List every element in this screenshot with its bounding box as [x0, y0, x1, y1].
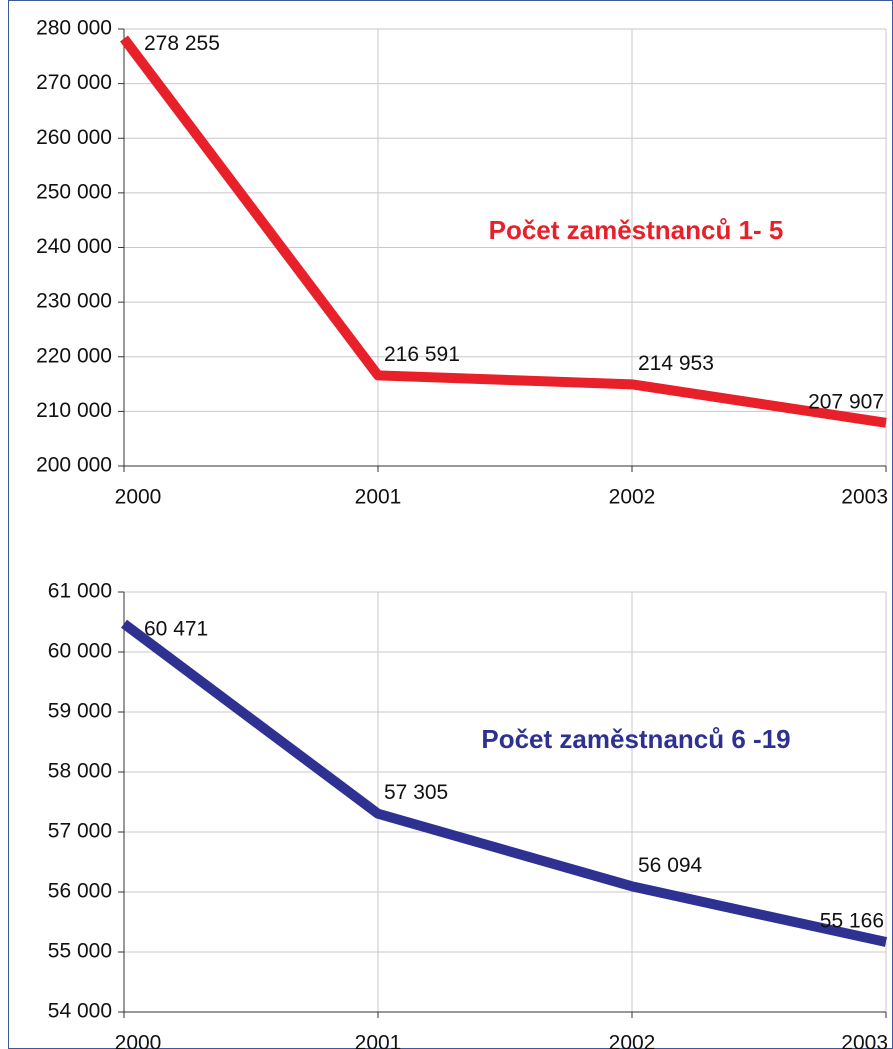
y-tick-label: 230 000 [36, 290, 112, 313]
y-tick-label: 57 000 [48, 820, 112, 843]
x-tick-label: 2003 [841, 1032, 888, 1049]
y-tick-label: 220 000 [36, 344, 112, 367]
y-tick-label: 210 000 [36, 399, 112, 422]
data-label: 216 591 [384, 343, 460, 366]
y-tick-label: 59 000 [48, 700, 112, 723]
x-tick-label: 2000 [115, 486, 162, 509]
y-tick-label: 280 000 [36, 17, 112, 40]
x-tick-label: 2003 [841, 486, 888, 509]
x-tick-label: 2001 [355, 1032, 402, 1049]
x-tick-label: 2001 [355, 486, 402, 509]
data-label: 207 907 [808, 390, 884, 413]
y-tick-label: 270 000 [36, 71, 112, 94]
data-label: 60 471 [144, 617, 208, 640]
y-tick-label: 200 000 [36, 454, 112, 477]
y-tick-label: 240 000 [36, 235, 112, 258]
y-tick-label: 54 000 [48, 1000, 112, 1023]
data-label: 214 953 [638, 352, 714, 375]
y-tick-label: 260 000 [36, 126, 112, 149]
data-label: 278 255 [144, 32, 220, 55]
y-tick-label: 61 000 [48, 580, 112, 603]
data-line [120, 35, 887, 428]
x-tick-label: 2002 [609, 1032, 656, 1049]
data-label: 55 166 [820, 910, 884, 933]
y-tick-label: 55 000 [48, 940, 112, 963]
data-label: 56 094 [638, 854, 703, 877]
frame [8, 0, 893, 1049]
annotation: Počet zaměstnanců 1- 5 [489, 215, 784, 245]
data-line [121, 619, 888, 947]
data-label: 57 305 [384, 781, 448, 804]
y-tick-label: 58 000 [48, 760, 112, 783]
y-tick-label: 250 000 [36, 180, 112, 203]
annotation: Počet zaměstnanců 6 -19 [481, 724, 790, 754]
y-tick-label: 56 000 [48, 880, 112, 903]
x-tick-label: 2000 [115, 1032, 162, 1049]
x-tick-label: 2002 [609, 486, 656, 509]
y-tick-label: 60 000 [48, 640, 112, 663]
